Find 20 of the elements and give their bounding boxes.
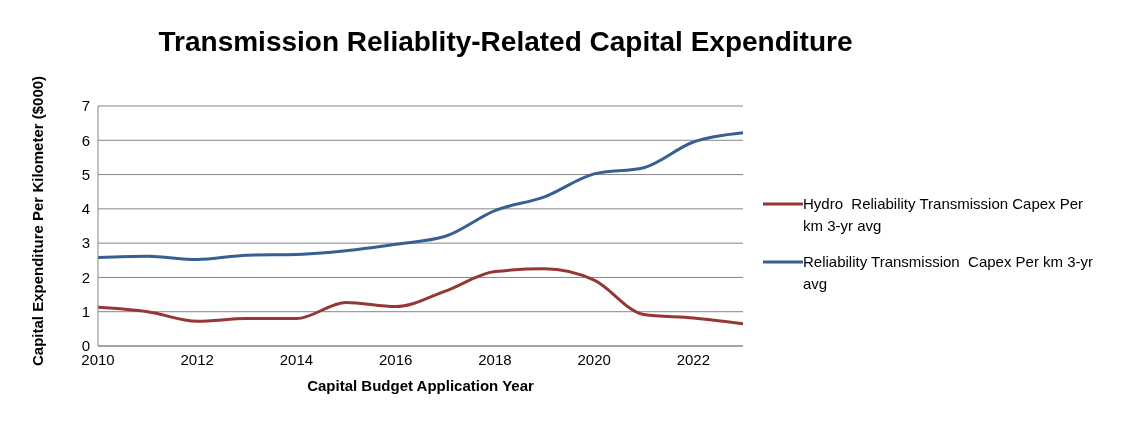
y-tick-label: 6 bbox=[81, 131, 90, 149]
y-tick-label: 2 bbox=[81, 268, 90, 286]
legend-label: Reliability Transmission Capex Per km 3-yr avg bbox=[803, 252, 1095, 294]
x-tick-label: 2016 bbox=[379, 350, 413, 368]
y-tick-label: 3 bbox=[81, 234, 90, 252]
x-tick-label: 2012 bbox=[180, 350, 214, 368]
y-tick-label: 1 bbox=[81, 303, 90, 321]
chart-title: Transmission Reliablity-Related Capital Expenditure bbox=[157, 25, 854, 59]
x-tick-label: 2014 bbox=[279, 350, 314, 368]
x-tick-label: 2020 bbox=[577, 350, 611, 368]
legend-label: Hydro Reliability Transmission Capex Per km 3-yr avg bbox=[803, 194, 1085, 236]
x-axis-title: Capital Budget Application Year bbox=[307, 377, 535, 394]
x-tick-label: 2018 bbox=[478, 350, 512, 368]
y-tick-label: 5 bbox=[81, 165, 90, 183]
line-series bbox=[98, 131, 743, 262]
y-tick-label: 7 bbox=[81, 97, 90, 115]
y-axis-title: Capital Expenditure Per Kilometer ($000) bbox=[29, 75, 47, 366]
x-tick-label: 2022 bbox=[676, 350, 711, 368]
line-series bbox=[98, 267, 743, 326]
y-tick-label: 4 bbox=[81, 200, 90, 218]
